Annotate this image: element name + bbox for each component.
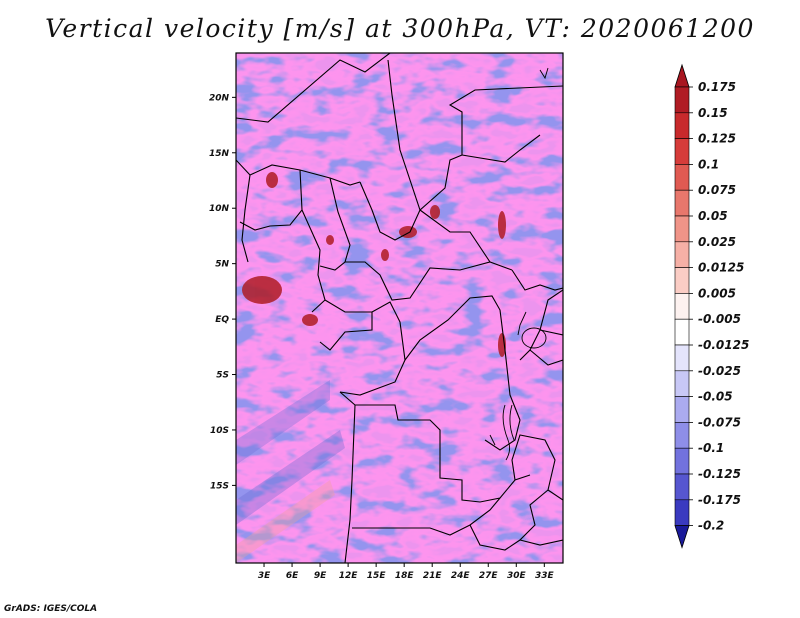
lon-tick-label: 9E bbox=[314, 571, 327, 581]
colorbar-swatch bbox=[674, 112, 690, 139]
lat-axis: 20N 15N 10N 5N EQ 5S 10S 15S bbox=[209, 93, 236, 491]
colorbar-label: 0.1 bbox=[698, 157, 719, 171]
colorbar-swatch bbox=[674, 241, 690, 268]
colorbar-label: -0.05 bbox=[698, 390, 733, 404]
colorbar-swatch bbox=[674, 344, 690, 372]
colorbar-label: -0.1 bbox=[698, 441, 724, 455]
lat-tick-label: 5S bbox=[216, 371, 229, 381]
lat-tick-label: EQ bbox=[215, 315, 229, 325]
colorbar-swatch bbox=[674, 447, 690, 475]
grads-credit: GrADS: IGES/COLA bbox=[4, 604, 98, 614]
lon-tick-label: 21E bbox=[423, 571, 443, 581]
lon-tick-label: 24E bbox=[451, 571, 471, 581]
colorbar-label: -0.0125 bbox=[698, 338, 749, 352]
colorbar-bottom-arrow bbox=[674, 525, 690, 549]
colorbar-label: -0.005 bbox=[698, 312, 741, 326]
lon-tick-label: 30E bbox=[507, 571, 527, 581]
lat-tick-label: 15N bbox=[209, 149, 230, 159]
colorbar-label: 0.05 bbox=[698, 209, 728, 223]
colorbar-label: -0.2 bbox=[698, 519, 724, 533]
lat-tick-label: 10N bbox=[209, 204, 230, 214]
colorbar-label: 0.175 bbox=[698, 80, 736, 94]
colorbar-label: -0.125 bbox=[698, 467, 741, 481]
lat-tick-label: 15S bbox=[210, 481, 229, 491]
lon-tick-label: 18E bbox=[395, 571, 415, 581]
colorbar-swatch bbox=[674, 422, 690, 449]
lon-tick-label: 3E bbox=[258, 571, 271, 581]
colorbar-swatch bbox=[674, 318, 690, 346]
colorbar-label: 0.0125 bbox=[698, 261, 744, 275]
colorbar-swatch bbox=[674, 189, 690, 217]
colorbar-label: -0.025 bbox=[698, 364, 741, 378]
lon-axis: 3E 6E 9E 12E 15E 18E 21E 24E 27E 30E 33E bbox=[258, 563, 555, 581]
colorbar-swatch bbox=[674, 215, 690, 243]
colorbar-swatch bbox=[674, 370, 690, 397]
colorbar-swatch bbox=[674, 267, 690, 294]
lon-tick-label: 15E bbox=[367, 571, 387, 581]
colorbar-swatch bbox=[674, 86, 690, 114]
lat-tick-label: 20N bbox=[209, 93, 230, 103]
colorbar-swatch bbox=[674, 164, 690, 191]
velocity-field bbox=[236, 53, 563, 563]
country-borders bbox=[236, 53, 563, 563]
colorbar-swatch bbox=[674, 138, 690, 165]
lon-tick-label: 6E bbox=[286, 571, 299, 581]
colorbar-swatch bbox=[674, 499, 690, 526]
lakes-coastline bbox=[489, 67, 549, 461]
lat-tick-label: 5N bbox=[215, 260, 229, 270]
colorbar-label: 0.075 bbox=[698, 183, 736, 197]
colorbar-label: 0.125 bbox=[698, 132, 736, 146]
lon-tick-label: 27E bbox=[479, 571, 499, 581]
lon-tick-label: 33E bbox=[535, 571, 555, 581]
map-title: Vertical velocity [m/s] at 300hPa, VT: 2… bbox=[45, 14, 755, 43]
colorbar: 0.175 0.15 0.125 0.1 0.075 0.05 0.025 0.0125 0.0… bbox=[674, 63, 749, 549]
colorbar-label: -0.175 bbox=[698, 493, 741, 507]
colorbar-label: 0.005 bbox=[698, 286, 736, 300]
colorbar-swatch bbox=[674, 396, 690, 423]
colorbar-label: 0.025 bbox=[698, 235, 736, 249]
colorbar-swatch bbox=[674, 473, 690, 501]
colorbar-top-arrow bbox=[674, 63, 690, 88]
lon-tick-label: 12E bbox=[339, 571, 359, 581]
lat-tick-label: 10S bbox=[210, 426, 229, 436]
plot-frame bbox=[235, 52, 564, 564]
colorbar-label: 0.15 bbox=[698, 106, 728, 120]
colorbar-label: -0.075 bbox=[698, 415, 741, 429]
colorbar-swatch bbox=[674, 293, 690, 320]
